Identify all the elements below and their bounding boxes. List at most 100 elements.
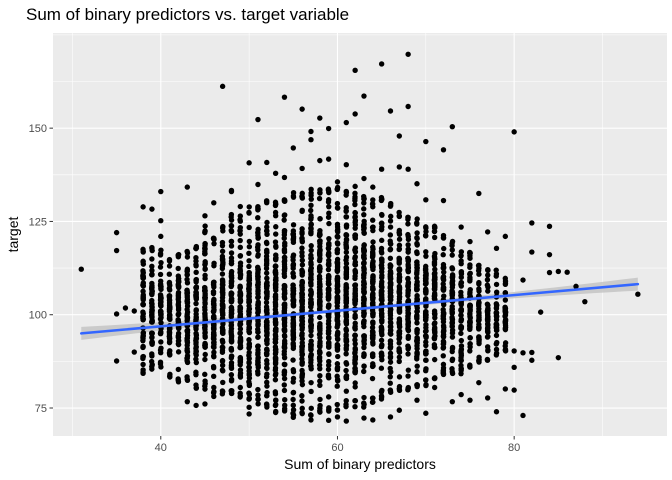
data-point — [440, 197, 447, 204]
data-point — [308, 282, 314, 288]
data-point — [334, 365, 341, 372]
data-point — [343, 403, 349, 410]
data-point — [502, 278, 509, 284]
data-point — [255, 242, 261, 248]
data-point — [475, 267, 482, 274]
data-point — [299, 405, 305, 412]
data-point — [281, 254, 288, 261]
data-point — [352, 190, 358, 196]
data-point — [414, 340, 420, 346]
data-point — [520, 350, 526, 356]
data-point — [405, 343, 411, 349]
data-point — [493, 332, 500, 339]
data-point — [228, 372, 235, 378]
data-point — [484, 315, 491, 322]
data-point — [325, 125, 332, 132]
data-point — [431, 223, 438, 229]
data-point — [405, 287, 411, 294]
data-point — [228, 333, 235, 339]
data-point — [219, 289, 226, 295]
data-point — [370, 286, 376, 292]
data-point — [184, 377, 191, 384]
x-tick-label: 80 — [508, 442, 520, 454]
data-point — [273, 349, 279, 355]
data-point — [485, 266, 491, 273]
data-point — [211, 384, 217, 391]
data-point — [255, 343, 261, 349]
data-point — [246, 293, 252, 299]
data-point — [220, 302, 226, 309]
data-point — [352, 320, 358, 326]
data-point — [405, 268, 412, 275]
data-point — [157, 271, 164, 278]
data-point — [343, 260, 350, 267]
data-point — [361, 93, 367, 99]
data-point — [131, 349, 137, 355]
data-point — [352, 398, 358, 404]
data-point — [202, 351, 208, 358]
data-point — [502, 290, 509, 296]
data-point — [140, 288, 146, 294]
data-point — [246, 404, 252, 410]
data-point — [396, 236, 403, 242]
data-point — [282, 361, 288, 368]
data-point — [308, 316, 314, 323]
data-point — [370, 184, 376, 190]
data-point — [140, 309, 146, 315]
data-point — [378, 289, 385, 296]
data-point — [237, 370, 244, 376]
data-point — [369, 395, 376, 401]
data-point — [237, 289, 243, 295]
data-point — [370, 197, 376, 203]
data-point — [149, 206, 155, 212]
data-point — [202, 295, 208, 301]
data-point — [361, 206, 367, 212]
data-point — [387, 271, 394, 277]
data-point — [378, 324, 385, 330]
data-point — [202, 272, 208, 279]
data-point — [387, 108, 394, 114]
data-point — [458, 289, 464, 295]
data-point — [272, 285, 279, 291]
data-point — [361, 404, 367, 410]
data-point — [440, 235, 447, 241]
data-point — [423, 348, 429, 355]
data-point — [361, 211, 367, 218]
data-point — [449, 366, 455, 372]
data-point — [387, 359, 394, 365]
data-point — [202, 383, 208, 389]
data-point — [431, 310, 438, 317]
data-point — [264, 393, 270, 399]
data-point — [211, 313, 217, 320]
data-point — [449, 123, 456, 130]
data-point — [308, 405, 314, 411]
data-point — [325, 417, 332, 424]
data-point — [228, 338, 235, 344]
data-point — [202, 301, 208, 307]
data-point — [281, 273, 288, 280]
data-point — [378, 61, 385, 67]
data-point — [317, 340, 323, 347]
data-point — [325, 328, 332, 334]
data-point — [387, 365, 393, 372]
data-point — [370, 361, 376, 367]
data-point — [263, 374, 270, 380]
data-point — [211, 326, 217, 332]
data-point — [184, 280, 191, 286]
data-point — [255, 294, 261, 300]
data-point — [246, 411, 252, 417]
data-point — [246, 311, 252, 318]
data-point — [378, 396, 385, 402]
data-point — [440, 147, 447, 153]
data-point — [281, 261, 288, 268]
data-point — [467, 302, 473, 308]
data-point — [467, 264, 473, 271]
data-point — [449, 238, 456, 245]
data-point — [378, 237, 385, 244]
data-point — [264, 247, 270, 254]
data-point — [476, 306, 482, 312]
data-point — [432, 266, 438, 273]
data-point — [520, 412, 526, 419]
data-point — [370, 239, 376, 245]
data-point — [246, 210, 252, 216]
